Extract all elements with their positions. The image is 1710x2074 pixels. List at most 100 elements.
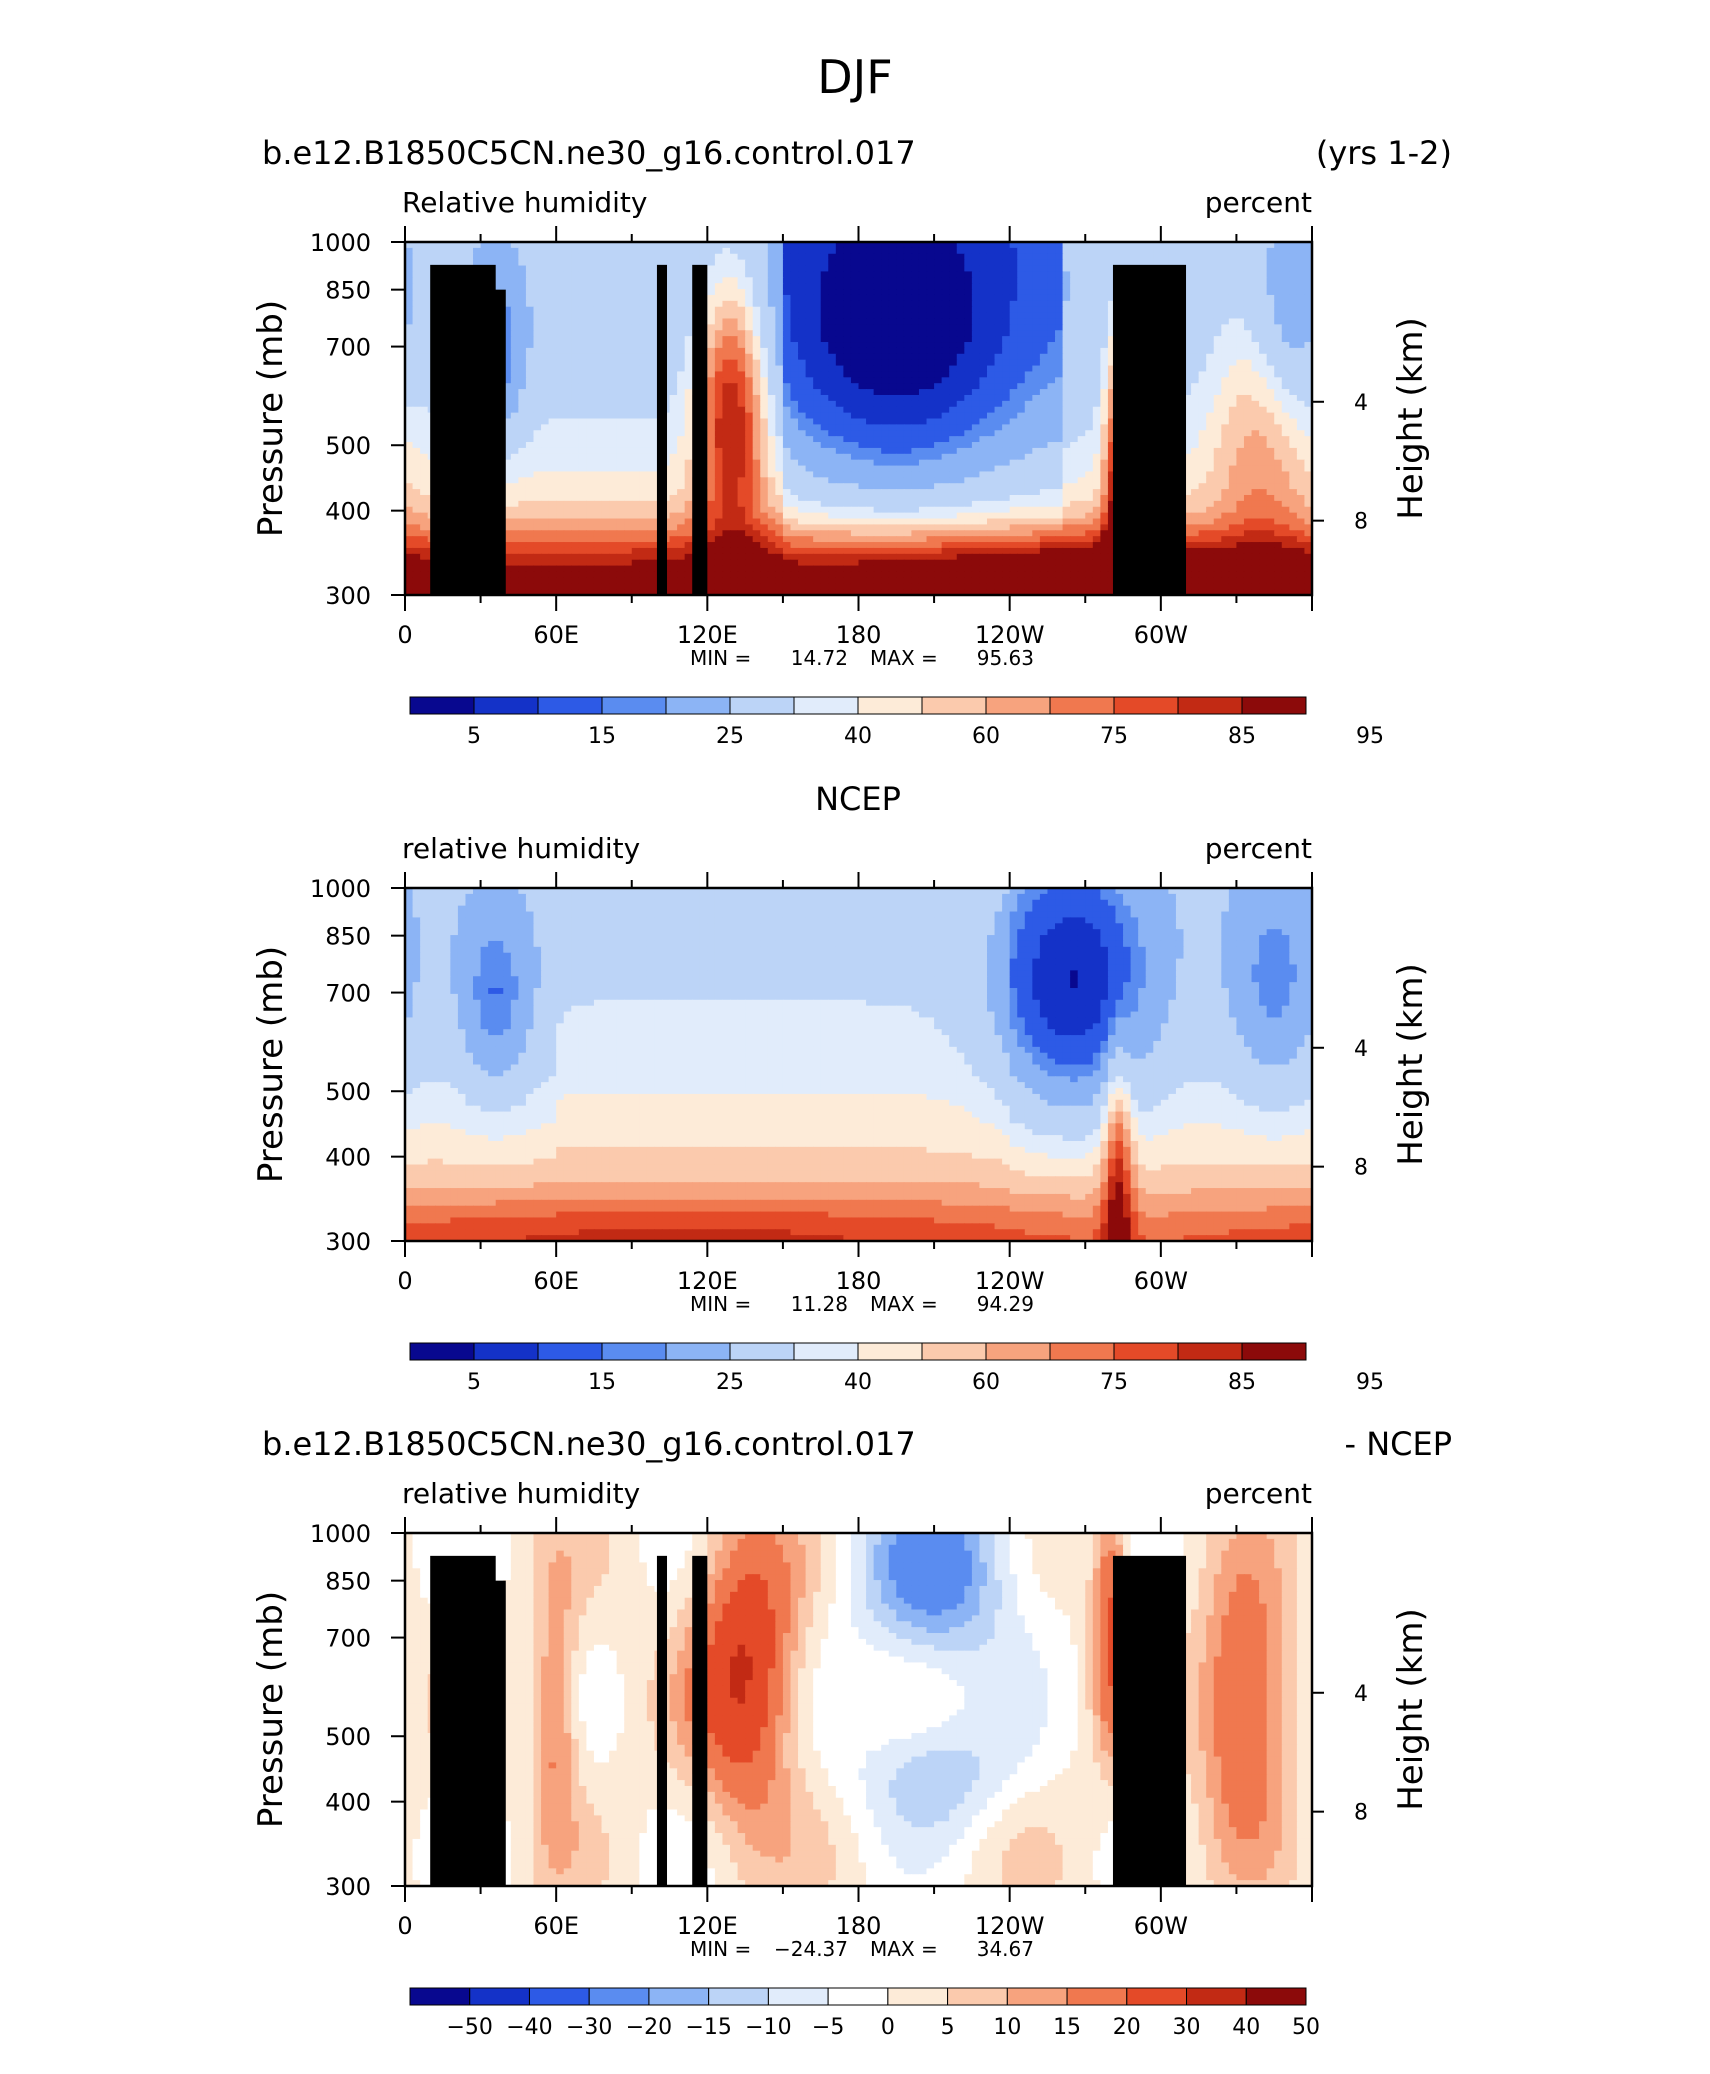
field-cell [1107,336,1117,343]
field-cell [1183,436,1192,443]
field-cell [1009,477,1018,484]
field-cell [1183,342,1192,349]
field-cell [541,242,550,249]
field-cell [820,418,829,425]
field-cell [881,247,890,255]
field-cell [646,471,656,478]
field-cell [1296,389,1306,396]
field-cell [1251,471,1260,478]
field-cell [578,406,587,414]
field-cell [828,483,837,490]
field-cell [1160,253,1169,261]
field-cell [1024,436,1033,443]
field-cell [1062,318,1071,325]
field-cell [949,242,958,249]
field-cell [979,353,988,361]
field-cell [722,271,731,278]
field-cell [1296,289,1306,296]
field-cell [767,336,776,343]
field-cell [986,336,996,343]
field-cell [866,465,875,473]
field-cell [911,406,920,414]
field-cell [518,342,527,349]
field-cell [624,447,633,455]
field-cell [1274,300,1283,308]
field-cell [556,394,565,402]
field-cell [1213,283,1222,290]
field-cell [1070,365,1079,373]
field-cell [1198,430,1207,437]
field-cell [798,277,807,284]
field-cell [677,253,686,261]
field-cell [525,312,535,320]
field-cell [1002,300,1011,308]
field-cell [624,347,633,355]
field-cell [1304,430,1313,437]
field-cell [1032,465,1041,473]
field-cell [873,300,882,308]
field-cell [956,459,965,467]
field-cell [412,453,421,461]
field-cell [903,365,913,373]
field-cell [684,353,693,361]
field-cell [850,353,860,361]
field-cell [979,347,988,355]
field-cell [420,477,429,484]
field-cell [525,400,535,408]
field-cell [964,277,973,284]
field-cell [420,471,429,478]
field-cell [714,477,724,484]
field-cell [782,459,792,467]
field-cell [911,471,920,478]
field-cell [835,371,844,378]
field-cell [1039,253,1049,261]
field-cell [730,247,739,255]
field-cell [1055,394,1064,402]
field-cell [1198,330,1207,337]
field-cell [941,424,950,431]
field-cell [722,412,731,420]
field-cell [979,242,988,249]
field-cell [669,377,678,384]
field-cell [631,477,640,484]
field-cell [828,412,837,420]
field-cell [1191,324,1200,331]
field-cell [601,324,610,331]
field-cell [586,247,595,255]
field-cell [805,447,814,455]
field-cell [631,300,640,308]
field-cell [1077,342,1086,349]
field-cell [677,294,686,302]
field-cell [790,306,799,314]
field-cell [616,242,625,249]
field-cell [465,242,474,249]
field-cell [593,353,603,361]
field-cell [843,453,852,461]
field-cell [601,342,610,349]
field-cell [1062,436,1071,443]
field-cell [714,318,724,325]
field-cell [510,294,519,302]
field-cell [631,406,640,414]
field-cell [1304,353,1313,361]
field-cell [624,306,633,314]
field-cell [1221,271,1230,278]
field-cell [775,342,784,349]
field-cell [964,465,973,473]
field-cell [601,377,610,384]
field-cell [1002,324,1011,331]
field-cell [1168,259,1177,267]
field-cell [510,289,519,296]
field-cell [782,483,792,490]
field-cell [541,330,550,337]
field-cell [752,259,761,267]
field-cell [1198,412,1207,420]
field-cell [903,271,913,278]
field-cell [903,418,913,425]
field-cell [1100,383,1109,390]
field-cell [752,289,761,296]
field-cell [699,259,708,267]
field-cell [1039,371,1049,378]
field-cell [624,353,633,361]
field-cell [1024,318,1033,325]
